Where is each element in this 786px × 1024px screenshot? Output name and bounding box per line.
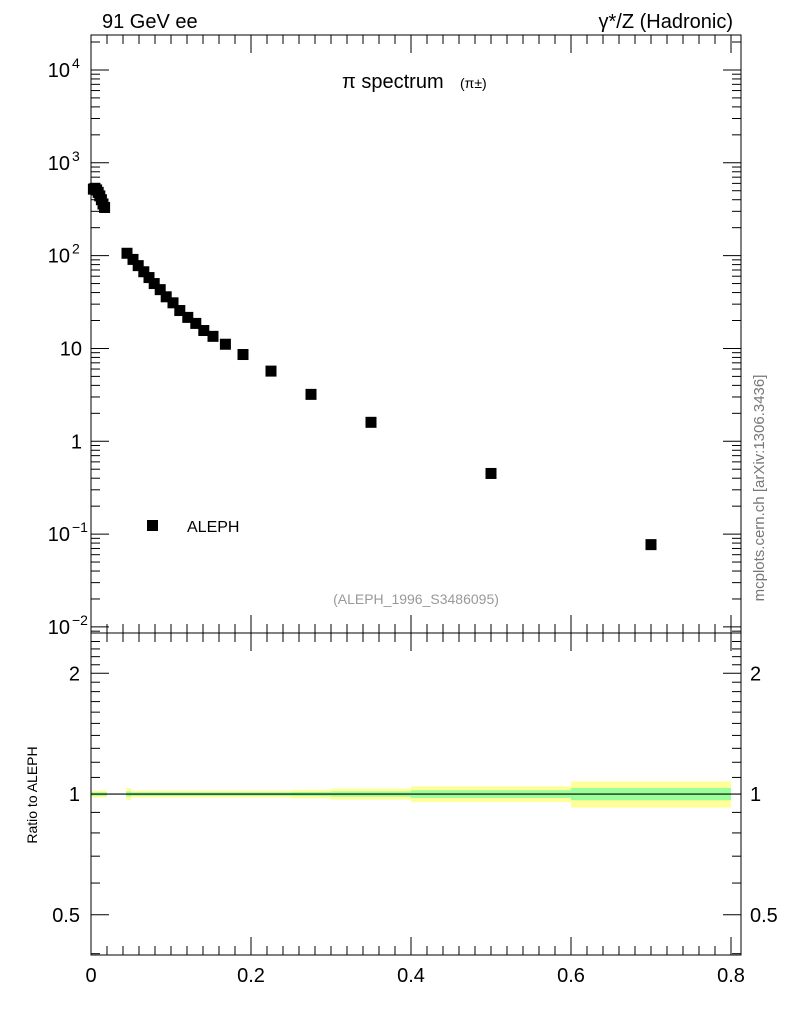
data-point	[305, 388, 317, 400]
data-point	[182, 311, 194, 323]
data-point	[190, 317, 202, 329]
data-point	[143, 272, 155, 284]
data-point	[174, 305, 186, 317]
ratio-y-tick-label: 2	[69, 663, 80, 685]
main-frame	[90, 34, 742, 634]
ratio-y-tick-label-right: 0.5	[750, 905, 778, 927]
x-tick-label: 0.6	[557, 965, 585, 987]
ratio-y-tick-label-right: 2	[750, 663, 761, 685]
ratio-y-tick-label: 1	[69, 784, 80, 806]
legend-label: ALEPH	[187, 519, 239, 536]
y-tick-label-exponent: −2	[72, 612, 88, 628]
data-point	[167, 297, 179, 309]
data-point	[121, 247, 133, 259]
data-point	[207, 330, 219, 342]
legend-marker	[147, 520, 158, 531]
y-tick-label: 10	[48, 246, 70, 268]
x-tick-label: 0.2	[237, 965, 265, 987]
data-point	[645, 539, 657, 551]
y-tick-label-exponent: −1	[72, 519, 88, 535]
y-tick-label-exponent: 2	[72, 241, 80, 257]
chart-title-sub: (π±)	[460, 75, 487, 91]
data-point	[99, 201, 111, 213]
y-tick-label: 10	[48, 60, 70, 82]
data-point	[148, 278, 160, 290]
header-left: 91 GeV ee	[102, 11, 198, 33]
data-point	[485, 467, 497, 479]
data-point	[154, 284, 166, 296]
chart-title: π spectrum	[342, 71, 444, 93]
data-point	[160, 291, 172, 303]
data-point	[219, 338, 231, 350]
data-point	[198, 325, 210, 337]
y-tick-label: 10	[48, 524, 70, 546]
analysis-annotation: (ALEPH_1996_S3486095)	[333, 591, 499, 607]
data-point	[237, 349, 249, 361]
y-tick-label-exponent: 4	[72, 55, 80, 71]
y-tick-label: 10	[60, 338, 82, 360]
y-tick-label: 10	[48, 153, 70, 175]
data-point	[365, 416, 377, 428]
ratio-y-tick-label: 0.5	[52, 905, 80, 927]
ratio-y-tick-label-right: 1	[750, 784, 761, 806]
data-point	[138, 266, 150, 278]
x-tick-label: 0	[85, 965, 96, 987]
ratio-ylabel: Ratio to ALEPH	[24, 746, 40, 843]
y-tick-label: 10	[48, 617, 70, 639]
data-point	[127, 253, 139, 265]
data-point	[132, 260, 144, 272]
x-tick-label: 0.8	[717, 965, 745, 987]
data-point	[265, 365, 277, 377]
y-tick-label-exponent: 3	[72, 148, 80, 164]
header-right: γ*/Z (Hadronic)	[599, 11, 733, 33]
x-tick-label: 0.4	[397, 965, 425, 987]
y-tick-label: 1	[71, 431, 82, 453]
side-label: mcplots.cern.ch [arXiv:1306.3436]	[751, 375, 768, 602]
